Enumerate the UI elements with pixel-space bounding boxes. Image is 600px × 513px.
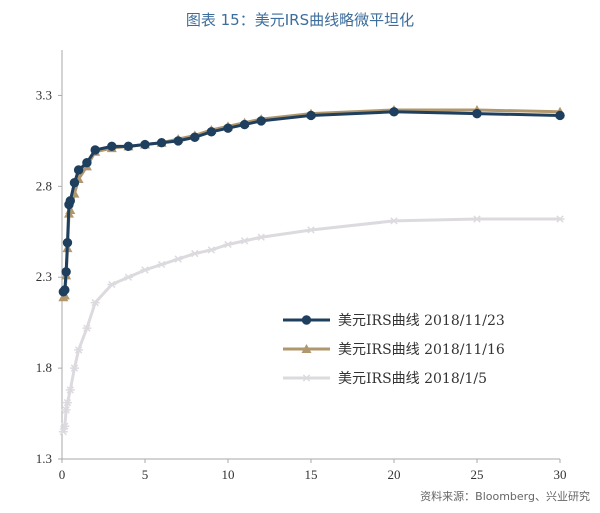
legend-label: 美元IRS曲线 2018/11/16 [338,342,505,358]
data-point-star [157,260,167,269]
data-point-circle [60,285,70,295]
x-tick-label: 0 [59,467,66,482]
y-tick-label: 2.3 [36,269,52,284]
data-point-star [107,280,117,289]
legend-item: 美元IRS曲线 2018/1/5 [283,371,487,387]
data-point-circle [90,145,100,155]
data-point-star [190,249,200,258]
x-tick-label: 5 [142,467,149,482]
series-layer [58,104,565,436]
data-point-circle [140,139,150,150]
data-point-circle [73,165,84,175]
data-point-circle [62,237,73,248]
data-point-circle [69,177,80,188]
y-axis-ticks: 1.3 1.8 2.3 2.8 3.3 [36,87,62,466]
series-3 [58,215,565,436]
data-point-triangle [301,344,312,353]
legend-label: 美元IRS曲线 2018/1/5 [338,371,487,387]
data-point-star [65,386,75,394]
data-point-star [58,428,68,436]
series-1 [58,107,565,297]
data-point-circle [301,315,312,325]
chart-title: 图表 15：美元IRS曲线略微平坦化 [186,11,414,29]
data-point-circle [123,141,134,152]
data-point-circle [306,110,316,121]
data-point-star [82,324,92,332]
data-point-circle [555,110,565,121]
data-point-star [123,273,133,281]
data-point-star [206,246,216,254]
x-tick-label: 15 [305,467,318,482]
data-point-star [60,422,70,430]
source-note: 资料来源：Bloomberg、兴业研究 [420,489,590,503]
data-point-star [306,226,316,234]
legend-items: 美元IRS曲线 2018/11/23 美元IRS曲线 2018/11/16 美元IR… [283,313,505,387]
x-tick-label: 10 [222,467,235,482]
legend-label: 美元IRS曲线 2018/11/23 [338,313,505,329]
data-point-star [472,215,482,223]
data-point-circle [206,127,217,137]
data-point-star [140,266,150,274]
y-tick-label: 2.8 [36,178,52,193]
data-point-star [173,255,183,263]
series-2 [58,104,565,302]
data-point-star [240,237,250,245]
data-point-star [223,240,233,249]
data-point-star [90,298,100,307]
data-point-circle [190,132,200,142]
data-point-circle [156,138,167,148]
data-point-star [74,346,84,354]
data-point-circle [239,119,250,130]
data-point-circle [65,196,76,206]
data-point-star [389,217,399,225]
x-axis-ticks: 0 5 10 15 20 25 30 [59,459,567,482]
data-point-star [302,374,311,382]
x-tick-label: 30 [554,467,567,482]
legend-item: 美元IRS曲线 2018/11/16 [283,342,505,358]
data-point-circle [223,123,233,133]
data-point-circle [173,136,183,146]
x-tick-label: 20 [388,467,401,482]
x-tick-label: 25 [471,467,484,482]
data-point-circle [472,108,482,119]
data-point-circle [61,267,71,277]
legend-item: 美元IRS曲线 2018/11/23 [283,313,505,329]
y-tick-label: 1.3 [36,451,52,466]
data-point-star [69,364,79,372]
data-point-circle [107,141,117,152]
data-point-circle [82,158,92,168]
y-tick-label: 3.3 [36,87,52,102]
data-point-star [62,398,72,407]
data-point-star [256,233,266,241]
legend: 美元IRS曲线 2018/11/23 美元IRS曲线 2018/11/16 美元IR… [272,303,560,393]
series-line [62,110,561,293]
data-point-circle [389,107,399,117]
series-line [62,108,561,299]
data-point-circle [256,116,266,126]
data-point-star [555,215,565,223]
data-point-star [61,406,71,414]
y-tick-label: 1.8 [36,360,52,375]
